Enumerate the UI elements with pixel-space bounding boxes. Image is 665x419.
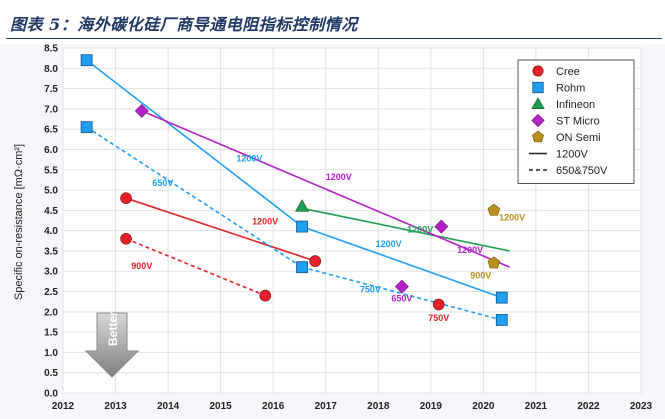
legend: Cree Rohm Infineon ST Micro ON Semi 1200V 650&… [517, 59, 635, 184]
x-tick-label: 2014 [157, 401, 180, 412]
rohm-point [495, 291, 508, 304]
gridlines [62, 47, 642, 394]
x-tick-label: 2022 [577, 401, 600, 412]
trend-line-rohm [86, 126, 303, 268]
y-tick-label: 4.0 [44, 226, 58, 237]
x-tick-label: 2019 [420, 401, 443, 412]
y-tick-label: 8.5 [44, 44, 58, 55]
rohm-point [80, 121, 93, 134]
y-tick-label: 5.5 [44, 165, 58, 176]
voltage-label: 1200V [499, 213, 525, 223]
rohm-point [80, 54, 93, 67]
trend-lines [86, 59, 510, 321]
voltage-label: 650V [391, 294, 412, 304]
y-tick-label: 3.5 [44, 246, 58, 257]
title-divider [6, 38, 662, 39]
y-tick-label: 8.0 [44, 64, 58, 75]
voltage-label: 1200V [326, 172, 352, 182]
chart-title: 图表 5：海外碳化硅厂商导通电阻指标控制情况 [10, 15, 358, 34]
x-tick-label: 2012 [52, 401, 75, 412]
voltage-label: 650V [152, 178, 173, 188]
y-axis-label: Specific on-resistance [mΩ·cm²] [13, 144, 25, 300]
legend-label: 1200V [556, 149, 588, 161]
voltage-label: 1200V [407, 225, 433, 235]
data-markers [80, 54, 508, 326]
rohm-point [296, 261, 308, 274]
voltage-label: 1200V [252, 217, 278, 227]
cree-point [309, 255, 322, 267]
voltage-label: 900V [131, 261, 152, 271]
voltage-annotations: 1200V 650V 1200V 900V 1200V 1200V 1200V 750V 650… [131, 154, 525, 323]
infineon-point [295, 199, 310, 212]
y-tick-label: 4.5 [44, 206, 58, 217]
trend-line-cree [125, 197, 316, 262]
legend-swatch-on-semi [532, 130, 544, 143]
x-tick-label: 2017 [315, 401, 338, 412]
cree-point [259, 289, 272, 302]
y-tick-label: 5.0 [44, 186, 58, 197]
x-tick-label: 2016 [262, 401, 285, 412]
trend-line-rohm [86, 59, 303, 228]
st-micro-point [134, 103, 149, 118]
legend-label: 650&750V [556, 165, 608, 177]
st-micro-point [394, 279, 409, 294]
y-tick-label: 1.5 [44, 328, 58, 339]
voltage-label: 1200V [376, 239, 402, 249]
st-micro-point [434, 219, 449, 234]
voltage-label: 750V [428, 313, 449, 323]
y-tick-label: 6.0 [44, 145, 58, 156]
trend-line-rohm [301, 225, 503, 299]
on-semi-point [487, 203, 501, 216]
rohm-point [296, 220, 308, 233]
x-tick-label: 2020 [472, 401, 495, 412]
y-tick-label: 2.0 [44, 307, 58, 318]
legend-label: Rohm [556, 83, 585, 95]
legend-swatch-infineon [531, 97, 545, 110]
cree-point [120, 232, 132, 245]
y-axis-ticks: 0.0 0.5 1.0 1.5 2.0 2.5 3.0 3.5 4.0 4.5 5.0 5.5 6.0 6… [44, 44, 58, 400]
legend-label: Infineon [556, 99, 595, 111]
y-tick-label: 0.5 [44, 368, 58, 379]
voltage-label: 750V [360, 284, 381, 294]
legend-swatch-rohm [532, 81, 544, 94]
x-tick-label: 2015 [210, 401, 233, 412]
legend-swatch-cree [532, 65, 544, 77]
y-tick-label: 0.0 [44, 389, 58, 400]
x-tick-label: 2021 [525, 401, 548, 412]
voltage-label: 1200V [236, 154, 262, 164]
trend-line-infineon [301, 207, 510, 252]
on-resistance-chart: Better 1200V650V1200V900V1200V1200V1200V… [13, 44, 653, 412]
legend-label: ON Semi [556, 132, 601, 144]
y-tick-label: 7.0 [44, 104, 58, 115]
x-tick-label: 2013 [104, 401, 127, 412]
voltage-label: 1200V [457, 245, 483, 255]
x-axis-ticks: 2012 2013 2014 2015 2016 2017 2018 2019 2020 2021… [52, 401, 653, 412]
voltage-label: 900V [470, 271, 491, 281]
x-tick-label: 2023 [630, 401, 653, 412]
y-tick-label: 3.0 [44, 267, 58, 278]
cree-point [432, 298, 445, 311]
legend-swatch-st-micro [531, 113, 545, 128]
title-bar: 图表 5：海外碳化硅厂商导通电阻指标控制情况 [0, 0, 665, 44]
y-tick-label: 2.5 [44, 287, 58, 298]
trend-line-st-micro [141, 110, 510, 268]
better-arrow: Better [84, 311, 140, 378]
on-semi-point [487, 256, 501, 269]
better-label: Better [106, 311, 120, 346]
rohm-point [495, 314, 508, 326]
y-tick-label: 1.0 [44, 348, 58, 359]
y-tick-label: 6.5 [44, 125, 58, 136]
better-arrow-icon [84, 312, 140, 378]
legend-label: ST Micro [556, 116, 600, 128]
y-tick-label: 7.5 [44, 84, 58, 95]
cree-point [120, 192, 132, 204]
legend-label: Cree [556, 66, 580, 78]
x-tick-label: 2018 [367, 401, 390, 412]
